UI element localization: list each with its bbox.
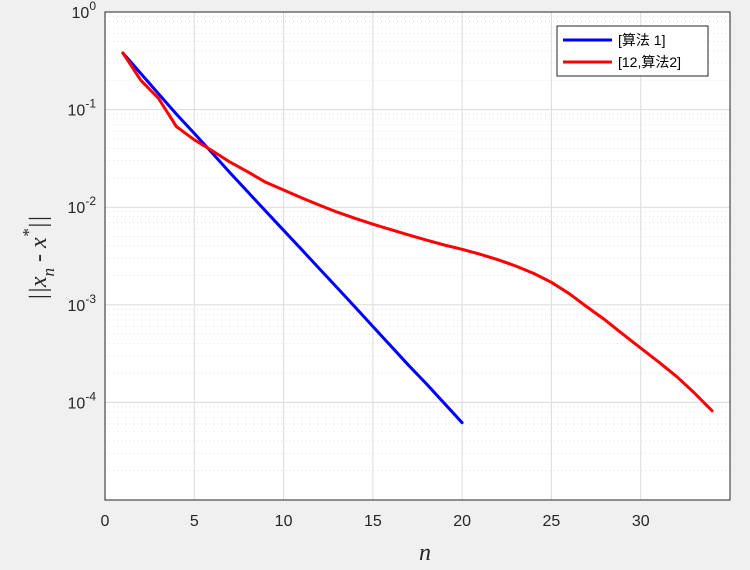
y-tick-label: 10-3 xyxy=(68,292,97,315)
x-axis-label: n xyxy=(419,540,431,566)
legend-label-algorithm-2: [12,算法2] xyxy=(618,54,681,70)
x-tick-label: 25 xyxy=(543,513,561,530)
y-tick-label: 10-2 xyxy=(68,194,97,217)
y-axis-label: ||xn - x*|| xyxy=(19,216,58,301)
x-tick-label: 10 xyxy=(275,513,293,530)
x-tick-label: 20 xyxy=(453,513,471,530)
x-tick-label: 5 xyxy=(190,513,199,530)
y-label-superscript-star: * xyxy=(19,228,38,237)
y-tick-label: 10-4 xyxy=(68,389,97,412)
svg-text:||xn - x*||: ||xn - x*|| xyxy=(19,216,58,301)
plot-frame xyxy=(104,11,731,501)
x-tick-labels: 0 5 10 15 20 25 30 xyxy=(101,513,650,530)
series-line-2 xyxy=(121,51,714,413)
x-tick-label: 30 xyxy=(632,513,650,530)
y-label-norm-close: || xyxy=(26,216,52,229)
y-label-minus-x: - x xyxy=(26,237,52,268)
x-tick-label: 0 xyxy=(101,513,110,530)
y-label-subscript-n: n xyxy=(39,268,58,277)
series-layer xyxy=(121,51,714,425)
plot-area xyxy=(105,12,730,500)
legend: [算法 1] [12,算法2] xyxy=(556,25,709,77)
y-tick-label: 10-1 xyxy=(68,97,97,120)
series-line-1 xyxy=(121,51,464,425)
y-label-norm-x: ||x xyxy=(26,276,52,300)
legend-label-algorithm-1: [算法 1] xyxy=(618,32,665,48)
y-tick-labels: 100 10-1 10-2 10-3 10-4 xyxy=(68,0,97,412)
x-tick-label: 15 xyxy=(364,513,382,530)
y-tick-label: 100 xyxy=(72,0,97,22)
legend-box xyxy=(556,25,709,77)
